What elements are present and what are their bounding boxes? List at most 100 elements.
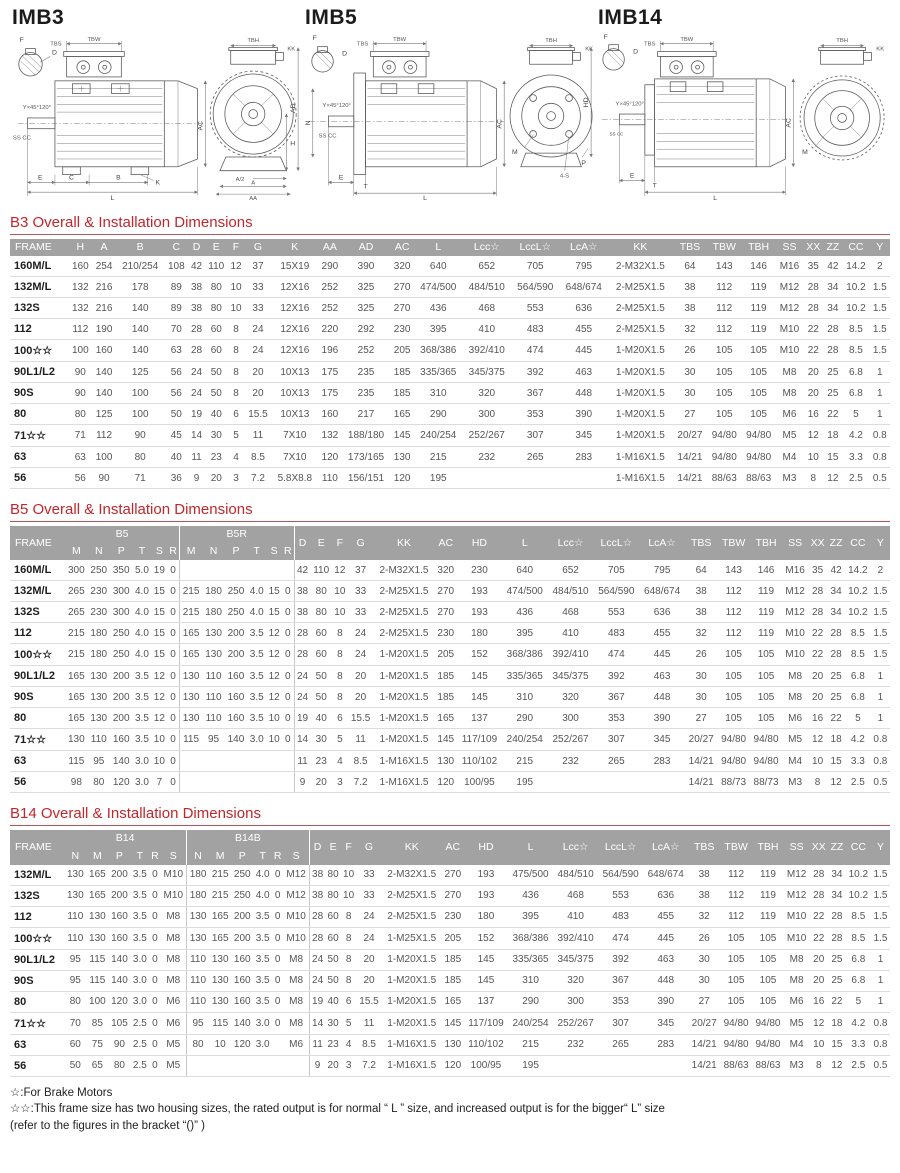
value-cell: 18 <box>828 1012 846 1035</box>
value-cell: 270 <box>434 580 457 603</box>
column-header: H <box>68 239 93 257</box>
value-cell: 15.5 <box>356 991 382 1013</box>
frame-cell: 80 <box>10 403 69 426</box>
value-cell: 160 <box>231 949 254 971</box>
value-cell: 205 <box>441 927 464 950</box>
frame-cell: 160M/L <box>10 256 69 278</box>
value-cell: 392 <box>598 949 644 971</box>
value-cell: 119 <box>741 318 776 341</box>
value-cell: 367 <box>598 970 644 992</box>
value-cell: 395 <box>508 906 554 928</box>
value-cell: 9 <box>188 467 205 490</box>
value-cell: 105 <box>752 970 784 992</box>
value-cell: 140 <box>231 1012 254 1035</box>
value-cell: 8 <box>809 1055 829 1077</box>
value-cell: 10.2 <box>844 601 871 624</box>
value-cell: 105 <box>108 1012 131 1035</box>
value-cell: 119 <box>752 906 784 928</box>
footnote-brake-motors: ☆:For Brake Motors <box>10 1086 113 1099</box>
value-cell <box>598 1055 644 1077</box>
value-cell: 146 <box>749 560 783 582</box>
value-cell: 12X16 <box>271 276 318 299</box>
value-cell: 100/95 <box>456 771 502 794</box>
value-cell: 30 <box>688 970 721 992</box>
value-cell: M10 <box>283 927 310 950</box>
value-cell: 110 <box>87 728 110 752</box>
value-cell: 8.5 <box>842 339 870 363</box>
dim-label-SSCC: ss cc <box>610 132 623 138</box>
value-cell: 445 <box>639 643 685 667</box>
value-cell: 94/80 <box>720 1034 753 1056</box>
value-cell: 105 <box>749 686 783 709</box>
value-cell: 15.5 <box>244 403 272 426</box>
column-header: Y <box>870 526 890 561</box>
value-cell: 310 <box>414 382 463 405</box>
table-row: 90L1/L2 165 130 200 3.5 12 0 130 110 160 3.5 12 0 24 5… <box>10 665 890 688</box>
value-cell: 468 <box>547 601 594 624</box>
value-cell <box>247 750 267 773</box>
value-cell: 40 <box>325 991 341 1013</box>
value-cell: 105 <box>741 339 776 363</box>
imb5-drawing: F D TBS TBW <box>305 35 593 202</box>
value-cell: 130 <box>209 991 232 1013</box>
value-cell: 215 <box>178 601 203 624</box>
value-cell: 195 <box>414 467 463 490</box>
value-cell: 27 <box>688 991 721 1013</box>
column-header: M <box>65 543 88 561</box>
value-cell: 95 <box>64 949 87 971</box>
value-cell: 12 <box>227 256 245 278</box>
column-header: S <box>160 847 187 865</box>
value-cell: 2-M25X1.5 <box>381 906 442 928</box>
value-cell: 185 <box>390 382 414 405</box>
value-cell: 200 <box>108 864 131 886</box>
value-cell: 110/102 <box>456 750 502 773</box>
value-cell: 4 <box>340 1034 357 1056</box>
value-cell: 80 <box>310 580 332 603</box>
dim-label-E: E <box>630 173 635 180</box>
value-cell: 195 <box>501 771 548 794</box>
value-cell: 137 <box>456 707 502 730</box>
value-cell: 252/267 <box>462 424 511 448</box>
dim-label-E: E <box>38 174 43 181</box>
value-cell: 18 <box>827 728 845 752</box>
value-cell: 0 <box>282 665 295 688</box>
value-cell: 130 <box>434 750 457 773</box>
value-cell: 160 <box>231 991 254 1013</box>
dim-label-TBH: TBH <box>836 38 848 44</box>
value-cell: 100 <box>92 446 116 469</box>
value-cell: 175 <box>318 361 342 384</box>
value-cell: 105 <box>741 361 776 384</box>
value-cell: 300 <box>65 560 88 582</box>
dim-label-TBW: TBW <box>87 37 100 43</box>
value-cell: 436 <box>508 885 554 907</box>
table-row: 160M/L 160 254 210/254 108 42 110 12 37 15X19 290 3… <box>10 256 890 278</box>
value-cell: 474 <box>598 927 644 950</box>
value-cell: M8 <box>283 949 310 971</box>
value-cell: 283 <box>559 446 608 469</box>
value-cell: 19 <box>293 707 311 730</box>
value-cell: 0 <box>167 622 180 645</box>
value-cell: 50 <box>310 665 332 688</box>
value-cell: 80 <box>325 864 341 886</box>
value-cell: 2.5 <box>845 1055 872 1077</box>
value-cell: 0 <box>282 728 295 752</box>
value-cell: 0 <box>149 991 161 1013</box>
value-cell: 110 <box>64 906 87 928</box>
value-cell: 3.5 <box>247 686 267 709</box>
frame-cell: 112 <box>10 318 69 341</box>
value-cell: 10 <box>331 580 348 603</box>
value-cell: 180 <box>202 580 225 603</box>
value-cell: 0.8 <box>871 1034 890 1056</box>
value-cell: 0 <box>149 927 161 950</box>
value-cell: 88/63 <box>741 467 776 490</box>
dim-label-C: C <box>69 174 74 181</box>
value-cell: 250 <box>231 885 254 907</box>
value-cell: 4.2 <box>842 424 870 448</box>
value-cell: 36 <box>164 467 189 490</box>
value-cell: 160 <box>318 403 342 426</box>
value-cell: 12 <box>807 728 828 752</box>
frame-cell: 132M/L <box>10 580 66 603</box>
column-header: R <box>282 543 295 561</box>
value-cell: 130 <box>178 665 203 688</box>
value-cell: 250 <box>224 601 248 624</box>
